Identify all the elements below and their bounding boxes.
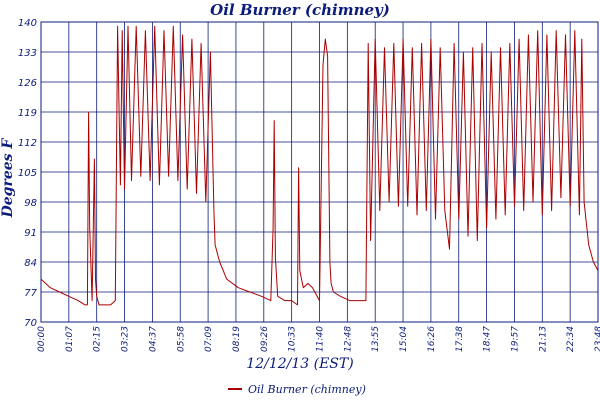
x-tick-label: 04:37: [148, 326, 158, 352]
x-tick-label: 00:00: [37, 326, 47, 352]
series-line: [40, 25, 599, 306]
y-tick-label: 140: [18, 18, 37, 29]
x-tick-label: 17:38: [455, 326, 465, 352]
x-tick-label: 13:55: [371, 326, 381, 352]
y-tick-label: 133: [18, 48, 37, 59]
y-tick-label: 91: [24, 228, 37, 239]
y-axis-label: Degrees F: [0, 138, 16, 218]
y-tick-label: 70: [24, 318, 37, 329]
x-tick-label: 23:48: [594, 326, 600, 352]
y-tick-label: 84: [24, 258, 37, 269]
x-tick-label: 07:09: [204, 326, 214, 352]
y-tick-label: 119: [18, 108, 37, 119]
x-tick-label: 08:19: [232, 326, 242, 352]
y-tick-label: 105: [18, 168, 37, 179]
x-tick-label: 02:15: [93, 326, 103, 352]
x-tick-label: 11:40: [316, 326, 326, 352]
x-tick-label: 21:13: [538, 326, 548, 352]
x-tick-label: 18:47: [483, 326, 493, 352]
x-tick-label: 01:07: [65, 326, 75, 352]
legend: Oil Burner (chimney): [228, 381, 366, 397]
chart-title: Oil Burner (chimney): [210, 1, 390, 19]
y-tick-label: 77: [24, 288, 37, 299]
plot-frame: [40, 21, 599, 323]
series-lines: [40, 25, 599, 306]
x-tick-label: 22:34: [566, 326, 576, 352]
legend-swatch: [228, 388, 242, 390]
x-tick-label: 16:26: [427, 326, 437, 352]
x-tick-label: 09:26: [260, 326, 270, 352]
x-tick-label: 03:23: [121, 326, 131, 352]
x-tick-label: 12:48: [343, 326, 353, 352]
y-tick-label: 126: [18, 78, 37, 89]
x-tick-labels: 00:00 01:07 02:15 03:23 04:37 05:58 07:09 08:19…: [37, 326, 600, 352]
y-tick-labels: 70 77 84 91 98 105 112 119 126 133 140: [18, 18, 38, 329]
legend-label: Oil Burner (chimney): [248, 382, 366, 396]
x-tick-label: 05:58: [176, 326, 186, 352]
y-tick-label: 98: [24, 198, 37, 209]
x-tick-label: 19:57: [510, 326, 520, 352]
x-tick-label: 15:04: [399, 326, 409, 352]
x-tick-label: 10:33: [288, 326, 298, 352]
y-tick-label: 112: [18, 138, 37, 149]
x-axis-label: 12/12/13 (EST): [246, 356, 354, 372]
